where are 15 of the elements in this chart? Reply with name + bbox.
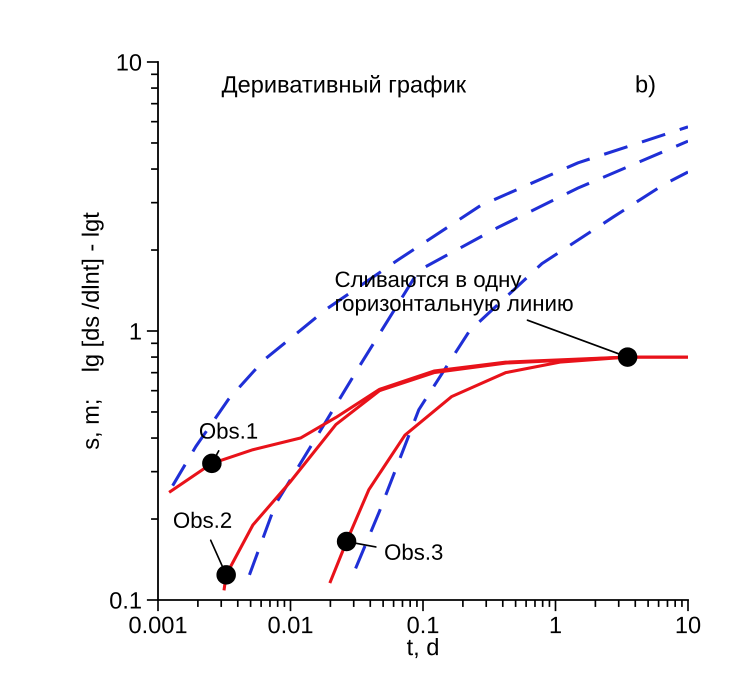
y-axis-title: s, m; lg [ds /dlnt] - lgt	[82, 212, 104, 450]
x-tick-label: 1	[550, 616, 561, 634]
annotation: b)	[636, 75, 655, 98]
annotation: Obs.3	[385, 544, 442, 560]
x-axis-title: t, d	[406, 638, 438, 658]
x-tick-label: 10	[676, 616, 700, 634]
x-tick-label: 0.001	[129, 616, 186, 634]
x-tick-label: 0.1	[408, 616, 438, 634]
annotation: Obs.2	[174, 512, 232, 528]
y-tick-label: 10	[118, 54, 142, 71]
y-tick-label: 0.1	[110, 592, 141, 609]
annotation: Деривативный график	[222, 75, 466, 98]
annotation: Obs.1	[200, 422, 258, 439]
x-tick-label: 0.01	[268, 616, 312, 634]
y-tick-label: 1	[130, 323, 141, 340]
